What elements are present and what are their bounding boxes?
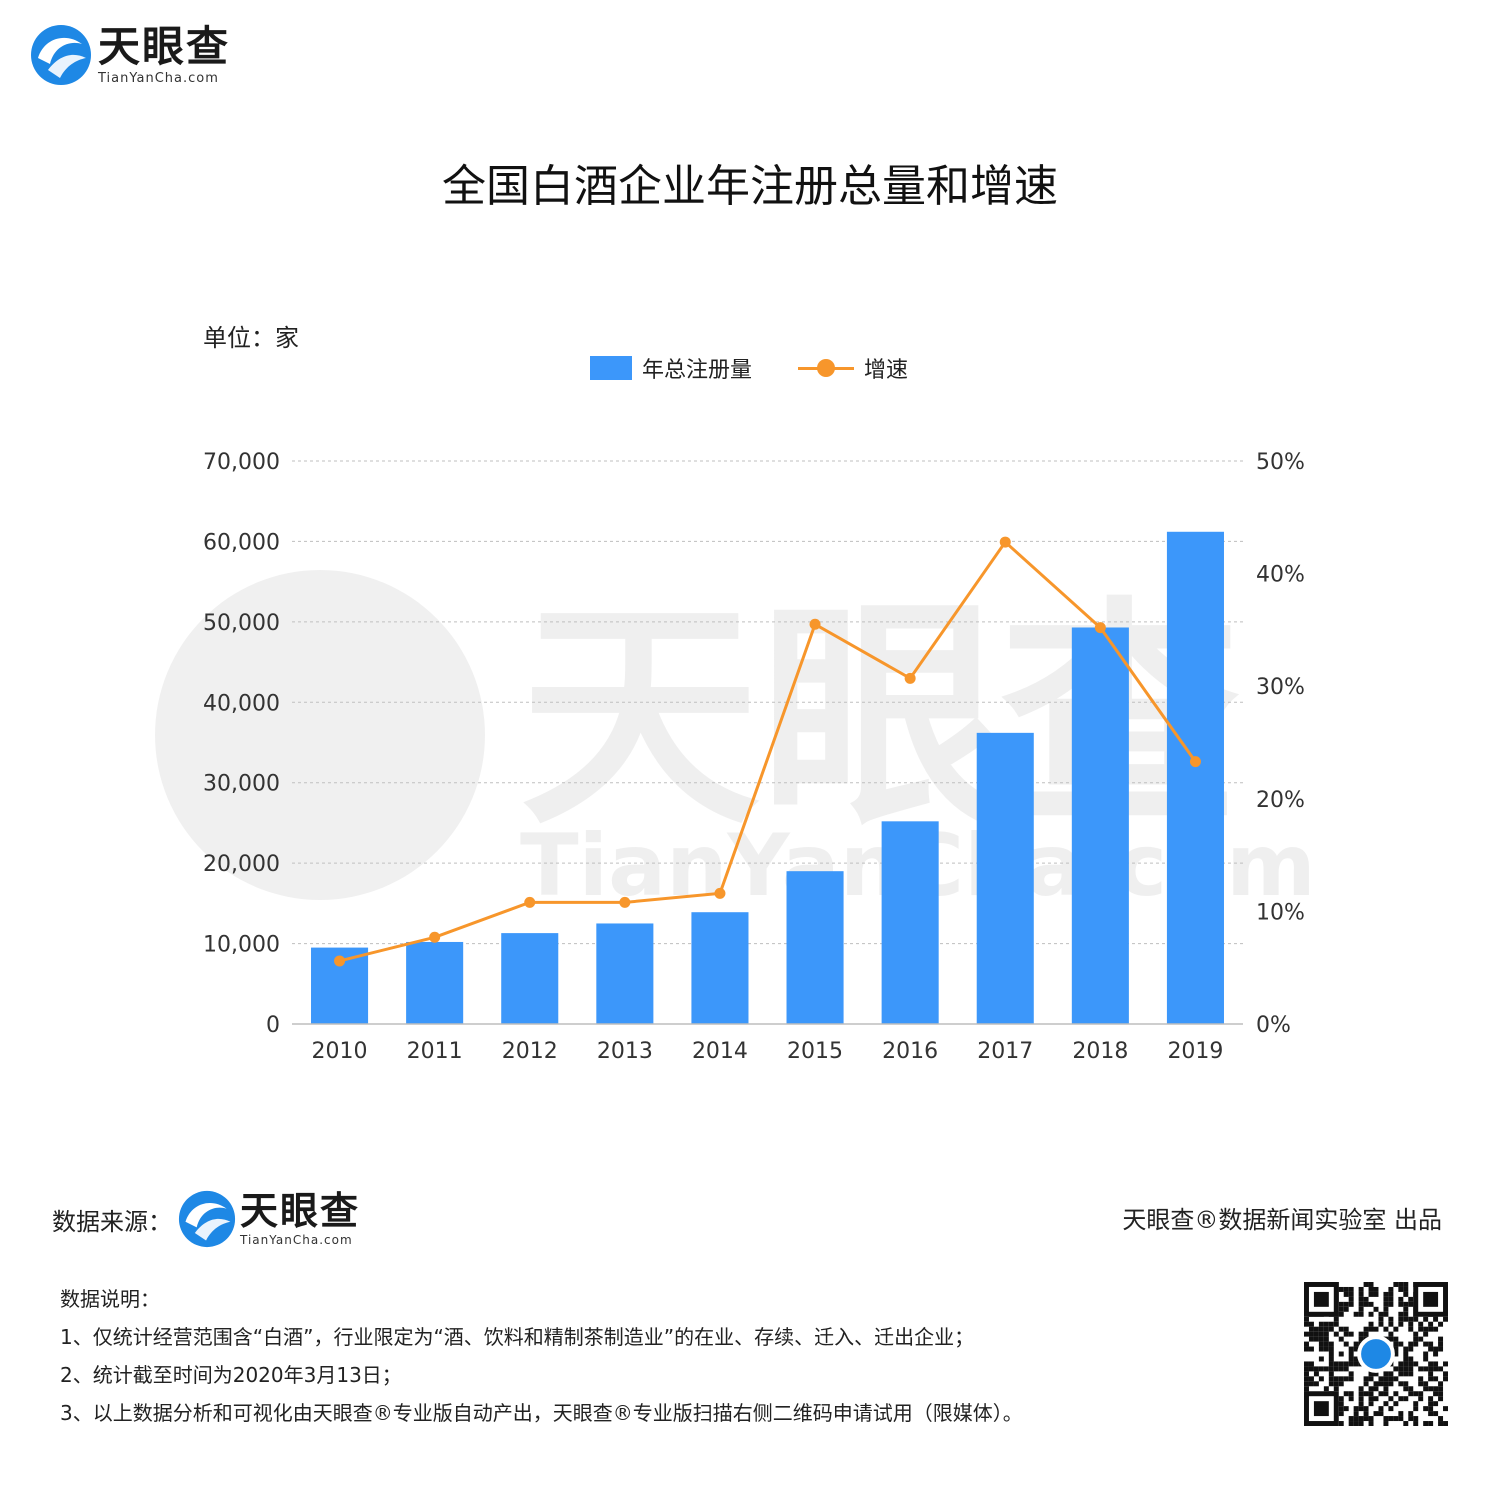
growth-point [524, 896, 536, 908]
x-tick-label: 2013 [597, 1039, 653, 1064]
data-notes: 数据说明： 1、仅统计经营范围含“白酒”，行业限定为“酒、饮料和精制茶制造业”的… [60, 1280, 1023, 1432]
y-left-tick-label: 60,000 [203, 530, 280, 555]
growth-point [809, 618, 821, 630]
y-left-tick-label: 20,000 [203, 852, 280, 877]
note-line: 3、以上数据分析和可视化由天眼查®专业版自动产出，天眼查®专业版扫描右侧二维码申… [60, 1401, 1023, 1425]
source-brand-cn: 天眼查 [240, 1189, 361, 1233]
legend-item-bar: 年总注册量 [590, 352, 752, 384]
y-right-tick-label: 10% [1256, 900, 1305, 925]
brand-name-en: TianYanCha.com [98, 70, 219, 86]
source-brand-en: TianYanCha.com [240, 1233, 353, 1247]
source-label: 数据来源： [52, 1207, 172, 1236]
bar [881, 821, 939, 1024]
y-right-tick-label: 30% [1256, 675, 1305, 700]
growth-point [334, 955, 346, 967]
y-left-tick-label: 50,000 [203, 611, 280, 636]
watermark-text-cn: 天眼查 [520, 577, 1240, 857]
x-tick-label: 2015 [787, 1039, 843, 1064]
x-tick-label: 2017 [977, 1039, 1033, 1064]
y-left-tick-label: 70,000 [203, 450, 280, 475]
growth-line [339, 539, 1197, 963]
x-tick-label: 2018 [1072, 1039, 1128, 1064]
qr-code-icon [1304, 1282, 1448, 1426]
combo-chart: 天眼查 TianYanCha.com 010,00020,00030,00040… [155, 450, 1316, 1064]
growth-point [999, 536, 1011, 548]
y-right-tick-label: 0% [1256, 1013, 1291, 1038]
y-left-tick-label: 0 [266, 1013, 280, 1038]
bar [1166, 531, 1224, 1024]
legend-bar-swatch [590, 356, 632, 380]
legend-line-label: 增速 [864, 358, 909, 383]
y-right-tick-label: 50% [1256, 450, 1305, 475]
note-line: 1、仅统计经营范围含“白酒”，行业限定为“酒、饮料和精制茶制造业”的在业、存续、… [60, 1325, 975, 1349]
bar [1071, 627, 1129, 1024]
bar [406, 941, 464, 1024]
growth-point [1094, 622, 1106, 634]
y-left-tick-label: 40,000 [203, 691, 280, 716]
bar [976, 732, 1034, 1024]
brand-name-cn: 天眼查 [98, 21, 231, 71]
note-line: 2、统计截至时间为2020年3月13日； [60, 1363, 402, 1387]
bar [596, 923, 654, 1024]
y-right-tick-label: 20% [1256, 788, 1305, 813]
y-left-tick-label: 10,000 [203, 933, 280, 958]
notes-title: 数据说明： [60, 1287, 160, 1311]
x-tick-label: 2014 [692, 1039, 748, 1064]
brand-logo: 天眼查 TianYanCha.com [30, 24, 230, 86]
bar [501, 933, 559, 1024]
y-left-tick-label: 30,000 [203, 772, 280, 797]
growth-point [619, 896, 631, 908]
growth-point [714, 887, 726, 899]
growth-point [904, 672, 916, 684]
bar [691, 912, 749, 1024]
source-logo: 天眼查 TianYanCha.com [178, 1190, 360, 1248]
tianyancha-logo-icon [178, 1190, 236, 1248]
chart-legend: 年总注册量 增速 [590, 352, 954, 384]
chart-title: 全国白酒企业年注册总量和增速 [442, 161, 1058, 212]
x-tick-label: 2019 [1167, 1039, 1223, 1064]
bar [786, 871, 844, 1024]
legend-line-swatch [798, 356, 855, 380]
credit-text: 天眼查®数据新闻实验室 出品 [1122, 1206, 1442, 1234]
legend-bar-label: 年总注册量 [642, 358, 753, 383]
tianyancha-logo-icon [31, 25, 91, 85]
x-tick-label: 2016 [882, 1039, 938, 1064]
growth-point [429, 931, 441, 943]
data-source: 数据来源： 天眼查 TianYanCha.com [52, 1190, 360, 1248]
x-tick-label: 2012 [502, 1039, 558, 1064]
x-tick-label: 2011 [407, 1039, 463, 1064]
y-right-tick-label: 40% [1256, 563, 1305, 588]
x-tick-label: 2010 [312, 1039, 368, 1064]
legend-item-line: 增速 [798, 352, 908, 384]
growth-point [1189, 756, 1201, 768]
unit-label: 单位：家 [203, 324, 299, 352]
